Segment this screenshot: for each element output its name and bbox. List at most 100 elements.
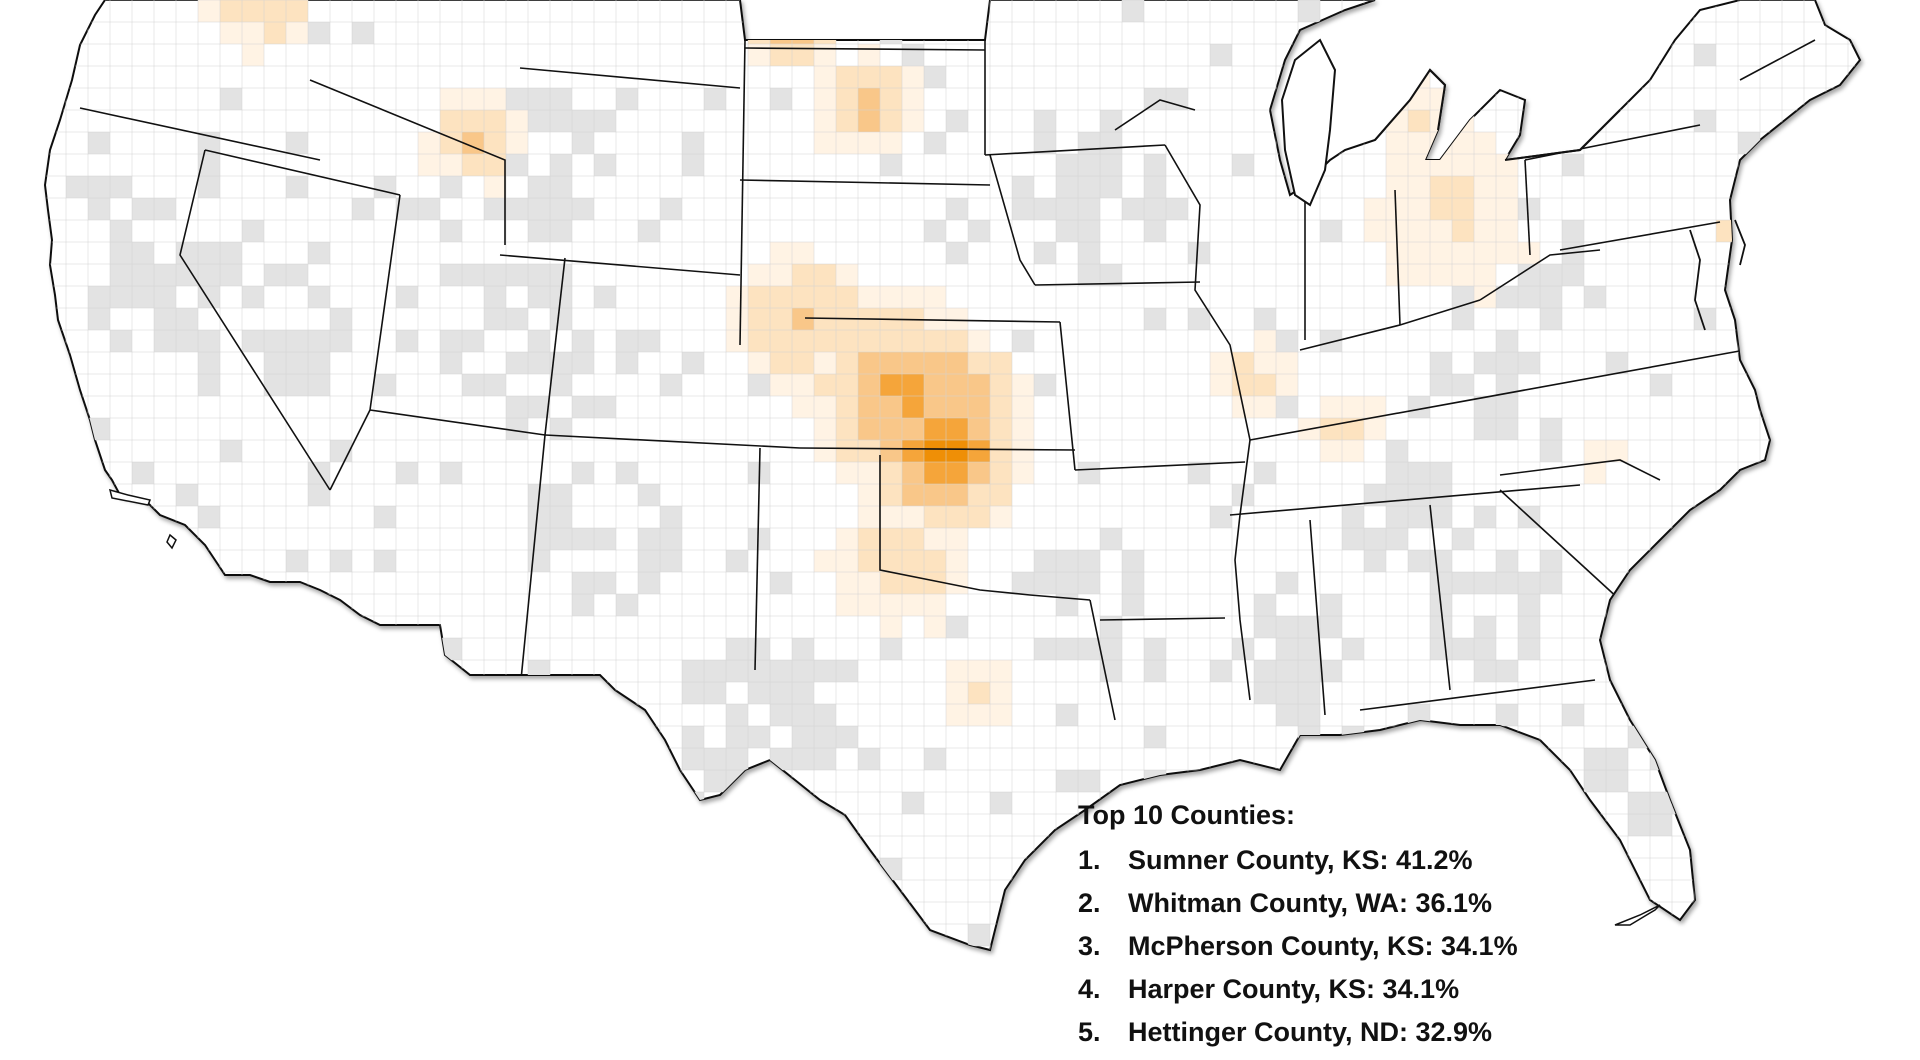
county-cell <box>594 286 616 308</box>
county-cell <box>1672 748 1694 770</box>
county-cell <box>1892 220 1914 242</box>
county-cell <box>374 902 396 924</box>
county-cell <box>220 22 242 44</box>
county-cell <box>352 22 374 44</box>
legend-item: 2. Whitman County, WA: 36.1% <box>1078 888 1778 931</box>
county-cell <box>1386 506 1408 528</box>
county-cell <box>1144 638 1166 660</box>
county-cell <box>792 726 814 748</box>
county-cell <box>1562 0 1584 22</box>
county-cell <box>242 1012 264 1024</box>
county-cell <box>858 506 880 528</box>
county-cell <box>1100 616 1122 638</box>
county-cell <box>110 176 132 198</box>
county-cell <box>286 1012 308 1024</box>
coastal-islands <box>108 488 1661 926</box>
county-cell <box>990 792 1012 814</box>
county-cell <box>1034 198 1056 220</box>
county-cell <box>1056 594 1078 616</box>
county-cell <box>506 264 528 286</box>
border-mn-ia <box>984 144 1166 156</box>
county-cell <box>1254 396 1276 418</box>
legend-item: 5. Hettinger County, ND: 32.9% <box>1078 1017 1778 1060</box>
county-cell <box>726 704 748 726</box>
county-cell <box>1144 220 1166 242</box>
county-cell <box>1408 462 1430 484</box>
county-cell <box>968 462 990 484</box>
county-cell <box>1474 616 1496 638</box>
county-cell <box>770 748 792 770</box>
county-cell <box>1650 792 1672 814</box>
border-sd-ia <box>989 154 1036 286</box>
county-cell <box>1012 330 1034 352</box>
county-cell <box>924 748 946 770</box>
county-cell <box>924 418 946 440</box>
county-cell <box>968 484 990 506</box>
county-cell <box>858 462 880 484</box>
county-cell <box>1254 462 1276 484</box>
county-cell <box>528 880 550 902</box>
county-cell <box>792 242 814 264</box>
county-cell <box>990 484 1012 506</box>
county-cell <box>110 264 132 286</box>
border-ne-states <box>1739 39 1816 81</box>
county-cell <box>154 286 176 308</box>
border-va-wv <box>1479 249 1601 301</box>
border-co-nm <box>544 434 801 449</box>
county-cell <box>1386 198 1408 220</box>
county-cell <box>1100 154 1122 176</box>
county-cell <box>1012 462 1034 484</box>
county-cell <box>264 352 286 374</box>
county-cell <box>1408 198 1430 220</box>
county-cell <box>1430 638 1452 660</box>
county-cell <box>220 242 242 264</box>
county-cell <box>528 660 550 682</box>
county-cell <box>1474 506 1496 528</box>
county-cell <box>836 594 858 616</box>
county-cell <box>1870 770 1892 792</box>
county-cell <box>264 330 286 352</box>
county-cell <box>990 506 1012 528</box>
county-cell <box>638 990 660 1012</box>
county-cell <box>616 352 638 374</box>
county-cell <box>594 110 616 132</box>
county-cell <box>836 352 858 374</box>
county-cell <box>286 176 308 198</box>
county-cell <box>660 550 682 572</box>
county-cell <box>1408 220 1430 242</box>
county-cell <box>792 396 814 418</box>
county-cell <box>858 440 880 462</box>
county-cell <box>836 726 858 748</box>
county-cell <box>1276 638 1298 660</box>
county-cell <box>946 396 968 418</box>
county-cell <box>1496 220 1518 242</box>
county-cell <box>902 286 924 308</box>
county-cell <box>1232 374 1254 396</box>
county-cell <box>1056 572 1078 594</box>
county-cell <box>484 308 506 330</box>
county-cell <box>286 0 308 22</box>
border-mt-dakotas <box>739 39 746 346</box>
lake-huron-erie-shore <box>1374 68 1621 161</box>
county-cell <box>792 44 814 66</box>
border-wa-or <box>79 107 321 161</box>
county-cell <box>968 352 990 374</box>
county-cell <box>528 110 550 132</box>
county-cell <box>1518 242 1540 264</box>
county-cell <box>1430 462 1452 484</box>
county-cell <box>880 396 902 418</box>
county-cell <box>572 572 594 594</box>
county-cell <box>638 550 660 572</box>
county-cell <box>440 352 462 374</box>
county-cell <box>704 682 726 704</box>
county-cell <box>968 440 990 462</box>
county-cell <box>198 770 220 792</box>
county-cell <box>440 176 462 198</box>
county-cell <box>1562 88 1584 110</box>
county-cell <box>1210 506 1232 528</box>
county-cell <box>880 110 902 132</box>
county-cell <box>462 374 484 396</box>
county-cell <box>1078 220 1100 242</box>
county-cell <box>968 220 990 242</box>
county-cell <box>792 352 814 374</box>
